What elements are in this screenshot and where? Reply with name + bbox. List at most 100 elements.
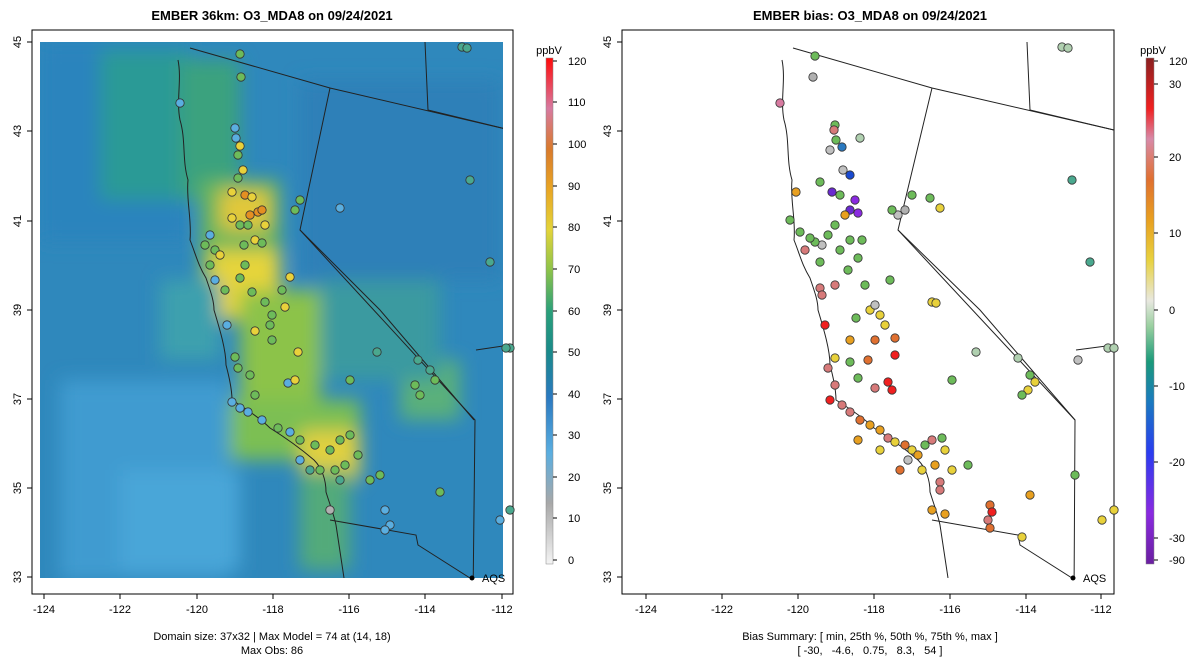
aqs-site-marker [243,407,253,417]
aqs-site-marker [353,450,363,460]
bias-site-marker [808,72,818,82]
aqs-site-marker [315,465,325,475]
bias-site-marker [971,347,981,357]
bias-site-marker [890,437,900,447]
aqs-site-marker [260,297,270,307]
bias-site-marker [987,507,997,517]
bias-site-marker [927,505,937,515]
bias-site-marker [823,363,833,373]
aqs-site-marker [495,515,505,525]
aqs-site-marker [335,435,345,445]
colorbar-tick-label: -10 [1169,381,1185,393]
colorbar-tick-label: 0 [1169,305,1175,317]
left-panel-title: EMBER 36km: O3_MDA8 on 09/24/2021 [151,8,392,23]
colorbar-tick-label: 90 [568,181,580,193]
bias-site-marker [895,465,905,475]
aqs-site-marker [415,390,425,400]
aqs-site-marker [247,192,257,202]
colorbar-tick-label: -90 [1169,555,1185,567]
aqs-site-marker [210,275,220,285]
right-bias-sites [775,42,1119,542]
network-label-right: AQS [1083,573,1106,585]
bias-site-marker [829,125,839,135]
bias-site-marker [940,445,950,455]
lon-tick-label: -124 [33,604,55,616]
aqs-site-marker [295,435,305,445]
bias-site-marker [1025,490,1035,500]
bias-site-marker [1097,515,1107,525]
bias-site-marker [935,477,945,487]
aqs-site-marker [235,141,245,151]
bias-site-marker [851,313,861,323]
bias-site-marker [893,210,903,220]
lat-tick-label: 39 [12,304,24,316]
bias-site-marker [785,215,795,225]
bias-site-marker [870,300,880,310]
colorbar-tick-label: 20 [1169,152,1181,164]
bias-site-marker [1085,257,1095,267]
bias-site-marker [900,205,910,215]
aqs-site-marker [235,220,245,230]
lon-tick-label: -116 [338,604,359,616]
right-lon-axis: -124 -122 -120 -118 -116 -114 -112 [635,594,1112,616]
bias-site-marker [887,385,897,395]
colorbar-tick-label: 30 [1169,79,1181,91]
bias-site-marker [795,227,805,237]
bias-site-marker [845,335,855,345]
bias-site-marker [835,190,845,200]
bias-site-marker [843,265,853,275]
bias-site-marker [857,235,867,245]
aqs-site-marker [235,49,245,59]
bias-site-marker [830,380,840,390]
aqs-site-marker [285,427,295,437]
aqs-site-marker [236,72,246,82]
aqs-site-marker [295,455,305,465]
right-colorbar-unit: ppbV [1140,45,1166,57]
aqs-site-marker [325,505,335,515]
colorbar-tick-label: -30 [1169,533,1185,545]
lat-tick-label: 33 [12,571,24,583]
bias-site-marker [890,350,900,360]
aqs-site-marker [345,375,355,385]
aqs-site-marker [413,355,423,365]
lon-tick-label: -112 [491,604,512,616]
aqs-site-marker [295,195,305,205]
left-map-outlines [177,42,503,578]
aqs-site-marker [335,203,345,213]
aqs-site-marker [235,403,245,413]
bias-site-marker [823,230,833,240]
aqs-marker-left: AQS [469,573,505,585]
colorbar-tick-label: 60 [568,306,580,318]
bias-site-marker [835,245,845,255]
aqs-site-marker [238,165,248,175]
bias-site-marker [985,523,995,533]
bias-site-marker [830,280,840,290]
bias-site-marker [775,98,785,108]
bias-site-marker [860,280,870,290]
aqs-site-marker [267,335,277,345]
aqs-site-marker [410,380,420,390]
aqs-site-marker [227,397,237,407]
bias-site-marker [810,51,820,61]
aqs-site-marker [200,240,210,250]
lat-tick-label: 41 [602,215,614,227]
colorbar-tick-label: -20 [1169,457,1185,469]
right-lat-axis: 33 35 37 39 41 43 45 [602,36,622,583]
bias-site-marker [845,170,855,180]
bias-site-marker [791,187,801,197]
bias-site-marker [935,485,945,495]
bias-site-marker [855,415,865,425]
aqs-site-marker [365,475,375,485]
bias-site-marker [925,193,935,203]
aqs-site-marker [430,375,440,385]
bias-site-marker [931,298,941,308]
bias-site-marker [875,445,885,455]
aqs-site-marker [245,210,255,220]
lat-tick-label: 45 [12,36,24,48]
left-lon-axis: -124 -122 -120 -118 -116 -114 -112 [33,594,513,616]
lon-tick-label: -120 [787,604,809,616]
lat-tick-label: 45 [602,36,614,48]
colorbar-tick-label: 40 [568,389,580,401]
right-footer-line1: Bias Summary: [ min, 25th %, 50th %, 75t… [742,631,998,643]
bias-site-marker [815,177,825,187]
